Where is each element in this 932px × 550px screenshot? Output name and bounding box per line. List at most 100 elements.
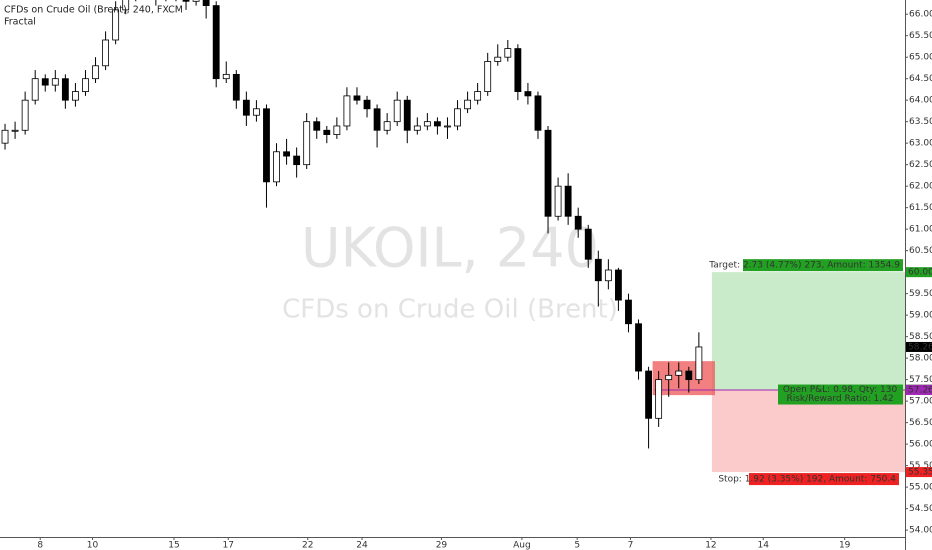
y-tick-label: 66.00 (909, 10, 932, 20)
candle-body (383, 121, 391, 131)
candle-body (615, 269, 622, 301)
candle-body (544, 129, 552, 217)
candle-body (102, 39, 109, 67)
candle-body (263, 108, 270, 183)
candle-body (192, 0, 200, 2)
candle-body (594, 258, 602, 282)
y-tick-label: 64.50 (909, 74, 932, 84)
y-tick-label: 60.50 (909, 246, 932, 256)
x-tick-label: 5 (574, 541, 580, 550)
y-tick-label: 58.00 (909, 354, 932, 364)
price-label-box (906, 341, 932, 352)
candle-body (212, 5, 220, 80)
price-label-box (906, 467, 932, 478)
x-tick-label: 19 (839, 541, 851, 550)
candle-body (514, 48, 522, 92)
indicator-name: Fractal (4, 17, 36, 28)
candle-body (283, 151, 291, 157)
pnl-box (778, 384, 903, 405)
candle-body (303, 121, 311, 166)
x-tick-label: 8 (37, 541, 43, 550)
y-tick-label: 57.00 (909, 397, 932, 407)
candle-body (252, 108, 260, 116)
price-label: 58.26 (908, 342, 932, 352)
candle-body (635, 323, 642, 372)
candle-body (31, 78, 39, 101)
pnl-label: Open P&L: 0.98, Qty: 130 (783, 385, 898, 395)
watermark-subtitle: CFDs on Crude Oil (Brent) (282, 295, 618, 325)
x-tick-label: 7 (628, 541, 634, 550)
price-label: 57.26 (908, 385, 932, 395)
y-tick-label: 63.00 (909, 139, 932, 149)
candle-body (655, 379, 663, 419)
x-tick-label: 15 (168, 541, 179, 550)
candle-body (695, 346, 703, 381)
y-tick-label: 62.00 (909, 182, 932, 192)
y-tick-label: 56.00 (909, 440, 932, 450)
candle-body (41, 78, 49, 86)
candle-body (293, 155, 301, 166)
candle-body (122, 0, 130, 11)
candle-body (323, 129, 331, 135)
candle-body (21, 99, 29, 131)
y-tick-label: 61.00 (909, 225, 932, 235)
x-tick-label: 22 (302, 541, 313, 550)
price-label: 55.35 (908, 468, 932, 478)
candle-body (51, 78, 59, 86)
y-tick-label: 61.50 (909, 203, 932, 213)
candle-body (72, 91, 79, 101)
x-tick-label: 29 (436, 541, 448, 550)
candle-body (574, 215, 582, 230)
x-tick-label: 14 (757, 541, 769, 550)
y-tick-label: 54.50 (909, 504, 932, 514)
candle-body (11, 129, 19, 132)
target-label: Target: 2.73 (4.77%) 273, Amount: 1354.9 (708, 261, 900, 271)
candle-body (534, 95, 542, 131)
chart-title: CFDs on Crude Oil (Brent), 240, FXCM (4, 5, 183, 16)
candle-body (675, 370, 683, 376)
candle-body (222, 73, 230, 80)
y-tick-label: 55.50 (909, 461, 932, 471)
x-tick-label: 12 (705, 541, 716, 550)
candle-body (665, 374, 673, 381)
candle-body (363, 99, 371, 110)
profit-zone (711, 272, 905, 390)
y-tick-label: 59.50 (909, 289, 932, 299)
x-tick-label: 17 (223, 541, 234, 550)
candle-body (182, 0, 190, 2)
candle-body (373, 108, 381, 131)
y-tick-label: 62.50 (909, 160, 932, 170)
candle-body (584, 228, 592, 260)
candle-body (464, 99, 472, 110)
candle-body (564, 185, 572, 217)
candle-body (333, 125, 341, 135)
candle-body (393, 99, 401, 123)
y-tick-label: 58.50 (909, 332, 932, 342)
y-tick-label: 56.50 (909, 418, 932, 428)
candle-body (413, 125, 421, 131)
candle-body (454, 108, 461, 127)
candle-body (1, 129, 9, 144)
y-tick-label: 65.00 (909, 53, 932, 63)
ratio-label: Risk/Reward Ratio: 1.42 (786, 394, 893, 404)
y-tick-label: 64.00 (909, 96, 932, 106)
x-tick-label: 24 (356, 541, 368, 550)
candle-body (82, 78, 89, 92)
candle-body (202, 0, 210, 6)
price-label-box (906, 384, 932, 395)
candle-body (494, 56, 502, 62)
candle-body (604, 269, 612, 282)
candle-body (273, 151, 280, 183)
candle-body (353, 95, 361, 101)
y-tick-label: 54.00 (909, 526, 932, 536)
candle-body (433, 121, 441, 127)
y-tick-label: 59.00 (909, 311, 932, 321)
candle-body (232, 73, 240, 101)
candle-body (474, 91, 482, 101)
candle-body (625, 299, 632, 325)
candle-body (403, 99, 411, 131)
x-tick-label: Aug (513, 541, 531, 550)
stop-label-box (749, 473, 899, 486)
y-tick-label: 55.00 (909, 483, 932, 493)
